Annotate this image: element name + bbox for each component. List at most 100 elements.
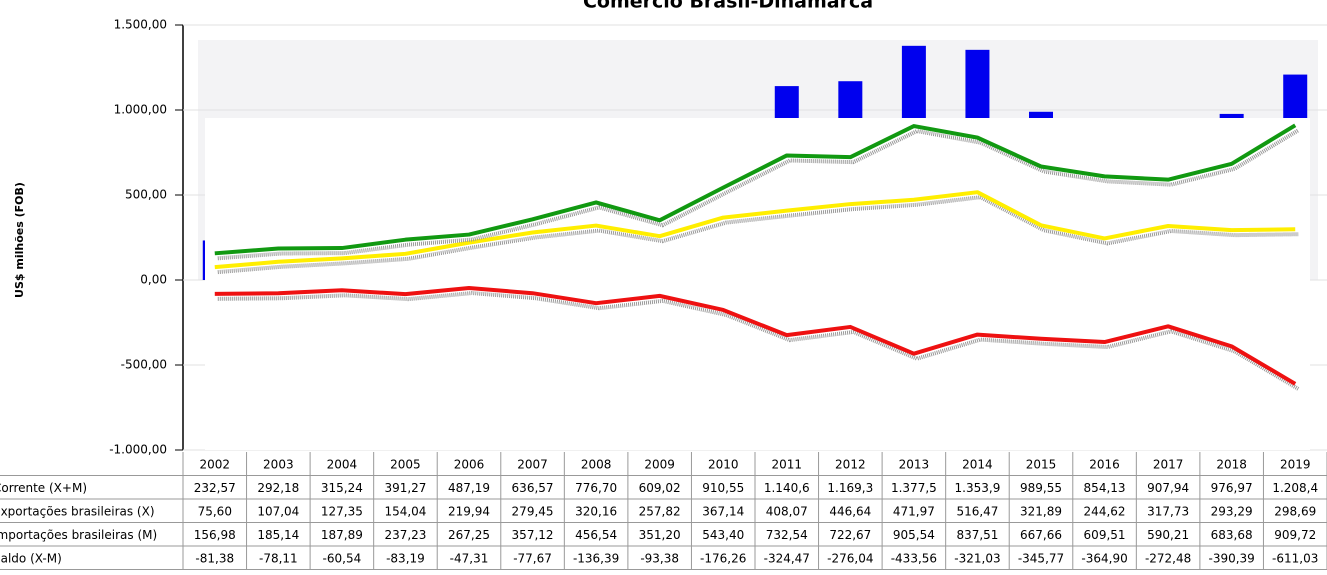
table-value: 471,97	[893, 504, 935, 518]
table-value: 408,07	[766, 504, 808, 518]
x-tick-label: 2008	[581, 457, 612, 471]
y-tick-label: 500,00	[125, 188, 167, 202]
x-tick-label: 2016	[1089, 457, 1120, 471]
legend-label: Saldo (X-M)	[0, 551, 62, 565]
table-value: 732,54	[766, 528, 808, 542]
line	[214, 123, 1297, 256]
x-tick-label: 2018	[1216, 457, 1247, 471]
table-value: 154,04	[384, 504, 426, 518]
table-value: 187,89	[321, 528, 363, 542]
table-value: 590,21	[1147, 528, 1189, 542]
x-tick-label: 2002	[200, 457, 231, 471]
table-value: -321,03	[954, 551, 1000, 565]
table-value: 244,62	[1084, 504, 1126, 518]
table-value: 776,70	[575, 481, 617, 495]
x-tick-label: 2005	[390, 457, 421, 471]
table-value: 446,64	[829, 504, 871, 518]
table-value: -77,67	[513, 551, 552, 565]
table-value: 636,57	[512, 481, 554, 495]
table-value: 367,14	[702, 504, 744, 518]
table-value: -81,38	[195, 551, 234, 565]
legend-label: Importações brasileiras (M)	[0, 528, 157, 542]
x-tick-label: 2015	[1026, 457, 1057, 471]
table-value: 909,72	[1274, 528, 1316, 542]
table-value: 609,02	[639, 481, 681, 495]
legend-label: Corrente (X+M)	[0, 481, 87, 495]
line	[214, 190, 1296, 270]
table-value: -136,39	[573, 551, 619, 565]
table-value: 127,35	[321, 504, 363, 518]
table-value: 487,19	[448, 481, 490, 495]
table-value: 683,68	[1211, 528, 1253, 542]
table-value: 667,66	[1020, 528, 1062, 542]
table-value: -390,39	[1209, 551, 1255, 565]
table-value: 237,23	[384, 528, 426, 542]
line	[214, 286, 1297, 386]
table-value: -47,31	[450, 551, 489, 565]
table-value: 317,73	[1147, 504, 1189, 518]
table-value: 185,14	[257, 528, 299, 542]
x-tick-label: 2007	[517, 457, 548, 471]
table-value: 456,54	[575, 528, 617, 542]
x-tick-label: 2013	[899, 457, 930, 471]
table-value: 516,47	[956, 504, 998, 518]
x-tick-label: 2019	[1280, 457, 1311, 471]
plot-panel	[205, 118, 1310, 450]
table-value: 156,98	[194, 528, 236, 542]
table-value: -176,26	[700, 551, 746, 565]
line-shadow	[217, 291, 1300, 391]
table-value: 609,51	[1084, 528, 1126, 542]
table-value: 257,82	[639, 504, 681, 518]
table-value: 279,45	[512, 504, 554, 518]
table-value: 1.169,3	[827, 481, 873, 495]
table-value: 293,29	[1211, 504, 1253, 518]
table-value: -276,04	[827, 551, 873, 565]
table-value: 976,97	[1211, 481, 1253, 495]
table-value: -433,56	[891, 551, 937, 565]
table-value: 907,94	[1147, 481, 1189, 495]
x-tick-label: 2010	[708, 457, 739, 471]
table-value: -60,54	[323, 551, 362, 565]
x-tick-label: 2014	[962, 457, 993, 471]
y-tick-label: 1.000,00	[114, 103, 167, 117]
y-tick-label: -500,00	[121, 358, 167, 372]
line-shadow	[217, 195, 1299, 275]
table-value: 232,57	[194, 481, 236, 495]
legend-label: Exportações brasileiras (X)	[0, 504, 155, 518]
x-tick-label: 2009	[644, 457, 675, 471]
table-value: 854,13	[1084, 481, 1126, 495]
table-value: 320,16	[575, 504, 617, 518]
table-value: 1.208,4	[1272, 481, 1318, 495]
table-value: 219,94	[448, 504, 490, 518]
table-value: -345,77	[1018, 551, 1064, 565]
y-axis-label: US$ milhões (FOB)	[13, 182, 26, 298]
table-value: 321,89	[1020, 504, 1062, 518]
x-tick-label: 2003	[263, 457, 294, 471]
table-value: 989,55	[1020, 481, 1062, 495]
chart-title: Comércio Brasil-Dinamarca	[583, 0, 873, 13]
table-value: 75,60	[198, 504, 232, 518]
table-value: 107,04	[257, 504, 299, 518]
y-tick-label: 1.500,00	[114, 18, 167, 32]
x-tick-label: 2012	[835, 457, 866, 471]
table-value: -364,90	[1081, 551, 1127, 565]
table-value: -93,38	[640, 551, 679, 565]
table-value: 315,24	[321, 481, 363, 495]
table-value: 1.140,6	[764, 481, 810, 495]
table-value: 910,55	[702, 481, 744, 495]
table-value: -324,47	[764, 551, 810, 565]
y-tick-label: 0,00	[140, 273, 167, 287]
table-value: -78,11	[259, 551, 298, 565]
x-tick-label: 2017	[1153, 457, 1184, 471]
table-value: 351,20	[639, 528, 681, 542]
x-tick-label: 2004	[327, 457, 358, 471]
x-tick-label: 2006	[454, 457, 485, 471]
table-value: -611,03	[1272, 551, 1318, 565]
table-value: -83,19	[386, 551, 425, 565]
table-value: 391,27	[384, 481, 426, 495]
line-shadow	[217, 128, 1300, 261]
table-value: 267,25	[448, 528, 490, 542]
table-value: 298,69	[1274, 504, 1316, 518]
table-value: -272,48	[1145, 551, 1191, 565]
